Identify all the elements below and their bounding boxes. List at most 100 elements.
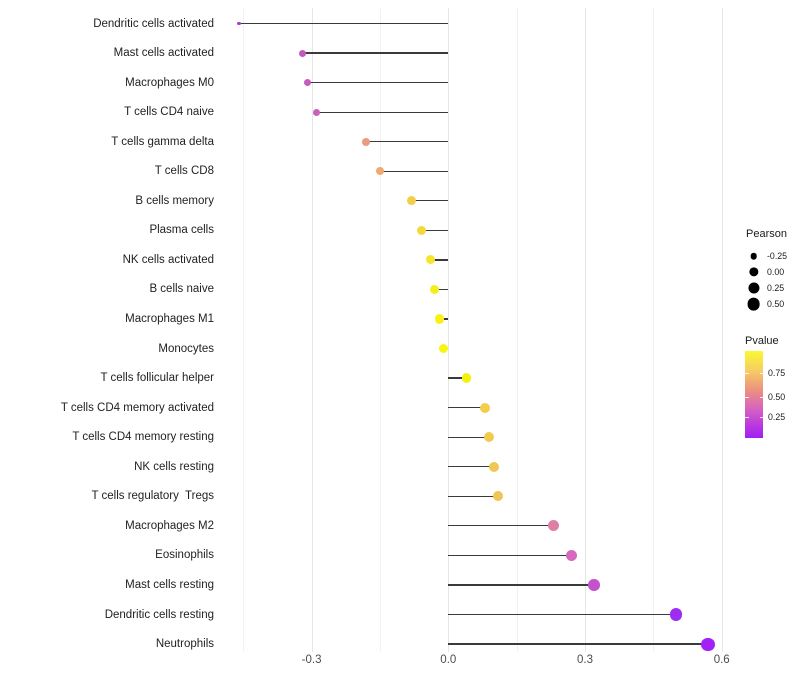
- lollipop-dot: [461, 373, 472, 383]
- x-tick-label: 0.3: [577, 654, 593, 666]
- category-label: Mast cells resting: [125, 579, 214, 591]
- lollipop-dot: [375, 167, 385, 176]
- lollipop-stick: [448, 525, 554, 527]
- lollipop-dot: [407, 196, 417, 206]
- major-gridline: [448, 8, 450, 652]
- lollipop-stick: [430, 259, 449, 261]
- category-label: NK cells resting: [134, 460, 214, 473]
- size-legend-dot: [747, 297, 760, 311]
- category-label: T cells CD4 naive: [124, 106, 214, 119]
- lollipop-dot: [484, 432, 495, 443]
- pvalue-tick-mark: [759, 373, 763, 375]
- lollipop-stick: [448, 613, 677, 616]
- lollipop-stick: [448, 377, 467, 379]
- category-label: Eosinophils: [155, 549, 214, 562]
- x-tick-label: -0.3: [301, 654, 322, 666]
- size-legend-key: [746, 297, 761, 312]
- lollipop-dot: [362, 137, 371, 146]
- pvalue-tick-label: 0.50: [768, 391, 786, 402]
- lollipop-stick: [380, 170, 449, 172]
- pvalue-tick-mark: [759, 417, 763, 419]
- lollipop-dot: [701, 637, 715, 651]
- lollipop-stick: [411, 200, 449, 202]
- lollipop-stick: [448, 584, 595, 586]
- major-gridline: [311, 8, 313, 652]
- lollipop-dot: [588, 579, 600, 591]
- pvalue-tick-mark: [745, 417, 749, 419]
- category-label: Dendritic cells activated: [93, 17, 214, 30]
- size-legend-entry: 0.25: [746, 280, 787, 296]
- lollipop-dot: [669, 608, 683, 621]
- size-legend-key: [746, 249, 761, 264]
- category-label: Mast cells activated: [113, 47, 214, 59]
- size-legend-entry: -0.25: [746, 248, 787, 264]
- lollipop-dot: [493, 491, 504, 502]
- pvalue-tick-label: 0.25: [768, 412, 786, 423]
- category-label: B cells naive: [149, 283, 214, 296]
- pearson-legend-title: Pearson: [746, 228, 787, 240]
- lollipop-dot: [425, 255, 435, 265]
- lollipop-dot: [430, 284, 440, 294]
- category-label: T cells regulatory Tregs: [91, 490, 214, 503]
- minor-gridline: [516, 8, 518, 652]
- category-label: Macrophages M2: [125, 519, 214, 532]
- lollipop-dot: [303, 79, 311, 87]
- category-label: Macrophages M0: [125, 76, 214, 89]
- lollipop-stick: [307, 81, 449, 84]
- size-legend-label: -0.25: [767, 251, 788, 261]
- lollipop-stick: [448, 407, 485, 409]
- category-label: B cells memory: [135, 194, 214, 207]
- lollipop-stick: [238, 22, 449, 25]
- size-legend-label: 0.00: [767, 267, 785, 277]
- size-legend-entry: 0.00: [746, 264, 787, 280]
- category-label: T cells CD4 memory activated: [60, 401, 214, 414]
- lollipop-stick: [448, 466, 494, 468]
- lollipop-stick: [421, 229, 449, 232]
- major-gridline: [721, 8, 723, 652]
- lollipop-stick: [434, 288, 449, 291]
- lollipop-dot: [439, 343, 449, 354]
- category-label: T cells CD4 memory resting: [72, 431, 214, 444]
- lollipop-dot: [479, 402, 490, 413]
- lollipop-dot: [488, 461, 499, 472]
- size-legend-label: 0.50: [767, 299, 785, 309]
- lollipop-dot: [547, 520, 559, 532]
- size-legend-dot: [747, 282, 760, 294]
- minor-gridline: [380, 8, 381, 652]
- size-legend-entry: 0.50: [746, 296, 787, 312]
- category-label: T cells CD8: [154, 165, 214, 178]
- lollipop-dot: [312, 108, 320, 116]
- x-tick-label: 0.6: [713, 654, 730, 666]
- lollipop-stick: [448, 436, 490, 438]
- category-label: Macrophages M1: [125, 313, 214, 325]
- minor-gridline: [653, 8, 655, 652]
- pvalue-tick-mark: [745, 373, 749, 375]
- pearson-legend-entries: -0.25 0.00 0.25 0.50: [746, 248, 787, 312]
- minor-gridline: [243, 8, 245, 652]
- category-label: NK cells activated: [122, 253, 214, 266]
- lollipop-dot: [237, 21, 241, 26]
- pvalue-tick-mark: [759, 396, 763, 398]
- size-legend-key: [746, 281, 761, 296]
- pvalue-gradient-bar: [745, 351, 763, 438]
- lollipop-stick: [448, 643, 708, 645]
- pvalue-tick-label: 0.75: [768, 368, 786, 379]
- pvalue-color-legend: Pvalue 0.75 0.50 0.25: [745, 335, 785, 438]
- category-label: Plasma cells: [149, 224, 214, 237]
- lollipop-dot: [299, 49, 306, 57]
- lollipop-dot: [416, 225, 426, 235]
- lollipop-dot: [565, 549, 577, 561]
- size-legend-key: [746, 265, 761, 280]
- category-label: Neutrophils: [155, 638, 214, 651]
- major-gridline: [585, 8, 586, 652]
- size-legend-dot: [750, 252, 757, 260]
- lollipop-stick: [366, 141, 449, 143]
- lollipop-stick: [316, 111, 449, 113]
- category-label: Dendritic cells resting: [104, 608, 214, 621]
- lollipop-stick: [448, 495, 499, 497]
- lollipop-stick: [448, 554, 572, 557]
- pearson-size-legend: Pearson -0.25 0.00 0.25 0.50: [746, 228, 787, 312]
- category-label: Monocytes: [158, 342, 214, 355]
- lollipop-stick: [302, 52, 449, 54]
